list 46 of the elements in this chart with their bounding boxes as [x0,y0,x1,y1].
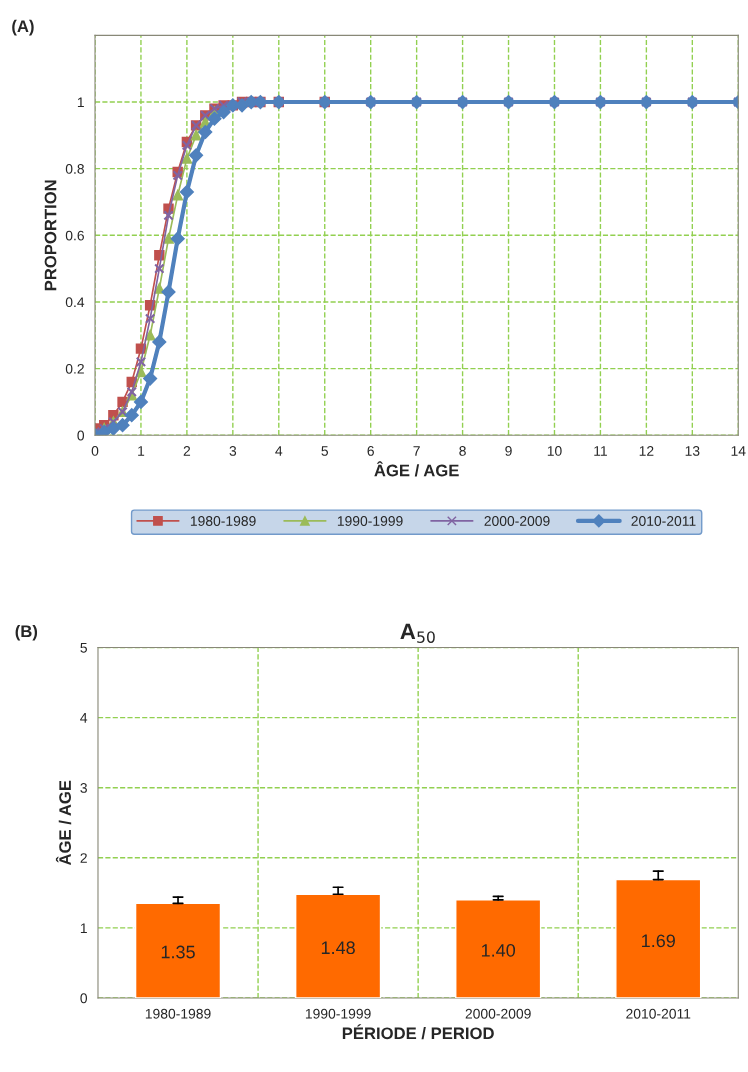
legend-label: 2000-2009 [484,516,550,526]
x-tick-label: 2000-2009 [465,1008,531,1019]
x-tick-label: 12 [639,446,654,456]
data-label: 1.69 [642,934,675,948]
x-tick-label: 6 [367,446,374,456]
y-axis-title: PROPORTION [44,180,57,291]
y-tick-label: 1 [77,97,84,108]
y-tick-label: 0 [77,430,85,441]
x-axis-title: PÉRIODE / PERIOD [342,1024,494,1040]
y-tick-label: 0.4 [65,297,85,308]
x-tick-label: 3 [229,446,237,456]
legend-label: 1980-1989 [190,516,256,526]
x-tick-label: 7 [413,446,420,456]
text: (B) [15,624,38,641]
legend-label: 1990-1999 [337,516,403,526]
x-axis-title: ÂGE / AGE [374,461,459,477]
x-tick-label: 9 [505,446,512,456]
y-tick-label: 5 [80,642,87,653]
x-tick-label: 14 [731,446,746,456]
x-tick-label: 1990-1999 [305,1008,371,1019]
x-tick-label: 11 [594,446,607,456]
x-tick-label: 5 [321,446,329,456]
y-tick-label: 0.6 [65,230,84,241]
x-tick-label: 2010-2011 [626,1008,691,1019]
y-tick-label: 4 [80,713,88,723]
chart-title: A$_{50}$ [400,623,435,643]
x-tick-label: 13 [685,446,700,456]
y-tick-label: 0 [80,993,88,1004]
data-label: 1.48 [321,941,355,955]
data-label: 1.35 [161,945,195,959]
x-tick-label: 10 [547,446,562,456]
y-tick-label: 2 [80,853,87,863]
text: (A) [12,19,34,36]
y-tick-label: 0.8 [65,164,84,174]
x-tick-label: 4 [275,446,283,456]
x-tick-label: 1 [138,446,145,456]
x-tick-label: 2 [183,446,191,456]
data-label: 1.40 [481,943,516,957]
y-tick-label: 1 [80,923,87,933]
y-tick-label: 3 [80,783,87,793]
x-tick-label: 0 [91,446,99,456]
x-tick-label: 1980-1989 [145,1008,211,1019]
y-tick-label: 0.2 [65,363,84,374]
x-tick-label: 8 [459,446,466,456]
legend-label: 2010-2011 [631,516,696,526]
y-axis-title: ÂGE / AGE [55,780,72,866]
